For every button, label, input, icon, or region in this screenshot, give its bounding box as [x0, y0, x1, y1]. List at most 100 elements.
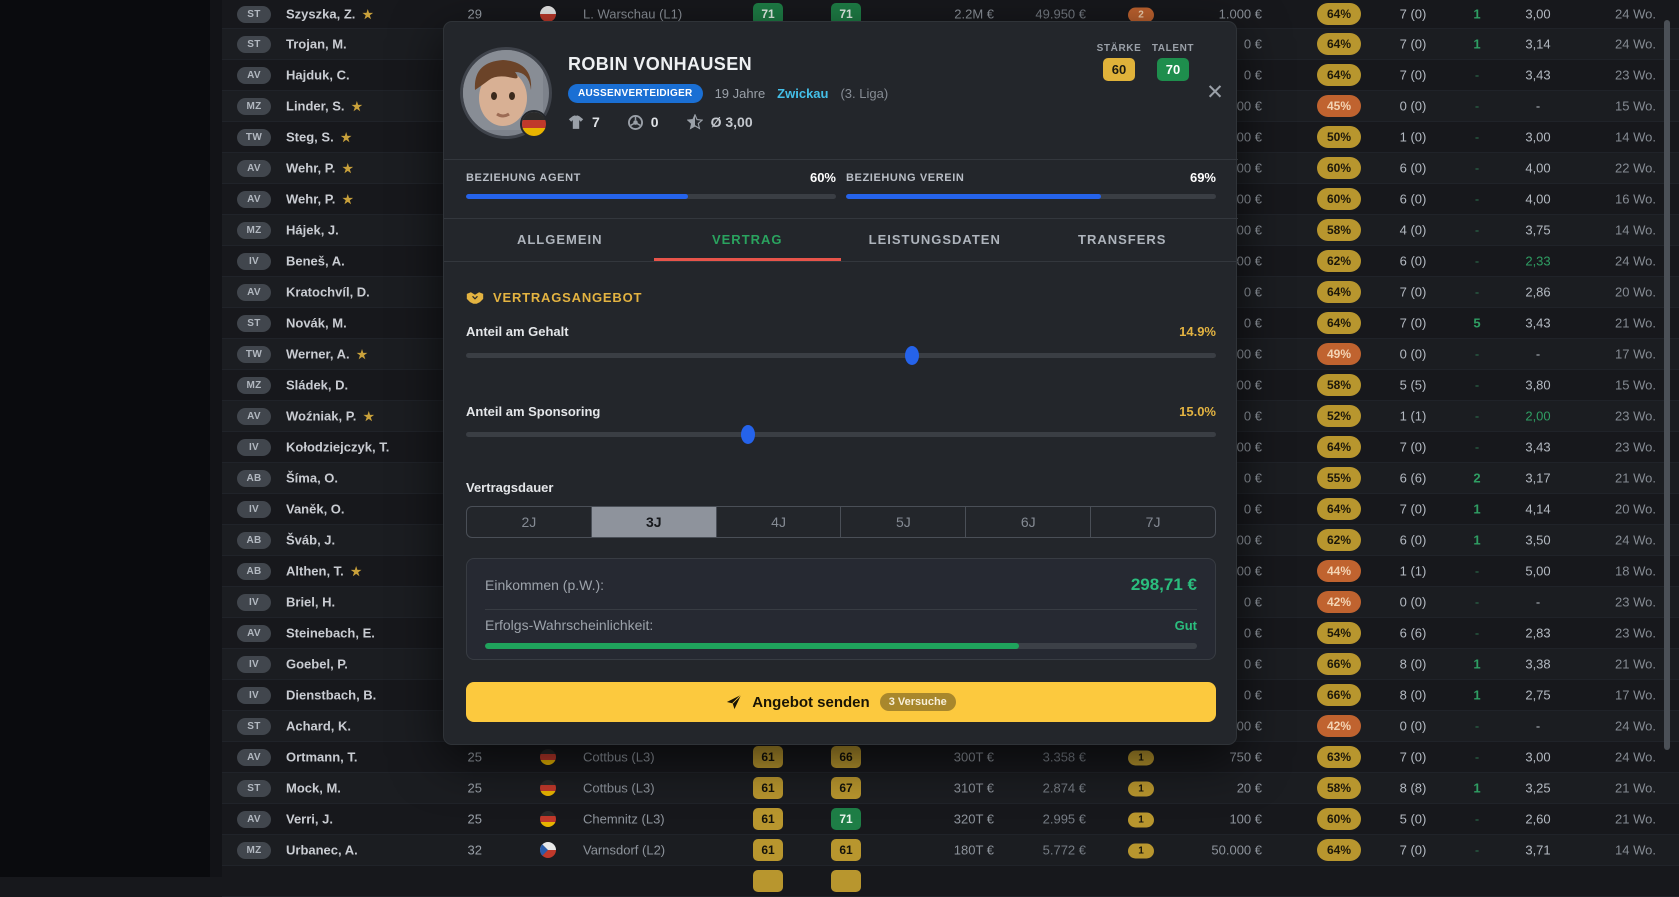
player-name-cell[interactable]: Šváb, J. [286, 532, 336, 548]
table-scrollbar-thumb[interactable] [1664, 20, 1670, 750]
duration-option-7J[interactable]: 7J [1090, 507, 1215, 537]
player-name-cell[interactable]: Mock, M. [286, 780, 341, 796]
player-name-cell[interactable]: Szyszka, Z. ★ [286, 6, 374, 22]
table-row-partial[interactable] [222, 866, 1679, 897]
player-name-cell[interactable]: Werner, A. ★ [286, 346, 368, 362]
position-cell: IV [237, 593, 273, 611]
player-name-cell[interactable]: Achard, K. [286, 718, 352, 734]
position-badge: MZ [237, 98, 271, 115]
player-name-cell[interactable]: Goebel, P. [286, 656, 348, 672]
favorite-star-icon: ★ [350, 564, 362, 579]
player-name-cell[interactable]: Novák, M. [286, 315, 347, 331]
tab-transfers[interactable]: TRANSFERS [1078, 232, 1167, 247]
player-name-cell[interactable]: Wehr, P. ★ [286, 191, 354, 207]
weeks-cell: 17 Wo. [1615, 346, 1656, 362]
tab-allgemein[interactable]: ALLGEMEIN [516, 232, 603, 247]
duration-option-4J[interactable]: 4J [715, 507, 841, 537]
duration-option-2J[interactable]: 2J [521, 514, 537, 530]
position-cell: AV [237, 810, 273, 828]
player-name-cell[interactable]: Steg, S. ★ [286, 129, 352, 145]
percent-cell: 64% [1316, 312, 1362, 334]
percent-badge: 64% [1317, 33, 1361, 55]
appearances-cell: 7 (0) [1399, 6, 1427, 22]
percent-badge: 58% [1317, 777, 1361, 799]
percent-badge: 63% [1317, 746, 1361, 768]
club-cell: Cottbus (L3) [583, 780, 655, 796]
table-row[interactable]: ST Mock, M. 25 Cottbus (L3) 61 67 310T € 2.874 … [222, 773, 1679, 804]
table-row[interactable]: AV Ortmann, T. 25 Cottbus (L3) 61 66 300T € 3.3… [222, 742, 1679, 773]
player-name-cell[interactable]: Urbanec, A. [286, 842, 358, 858]
relation-club-bar-fill [846, 194, 1102, 199]
avg-rating-cell: 3,43 [1525, 439, 1551, 455]
club-cell: Varnsdorf (L2) [583, 842, 666, 858]
position-badge: MZ [237, 377, 271, 394]
position-badge: AV [237, 284, 271, 301]
position-badge: AB [237, 532, 271, 549]
weeks-cell: 23 Wo. [1615, 408, 1656, 424]
favorite-star-icon: ★ [340, 130, 352, 145]
rating2-badge: 66 [831, 746, 861, 768]
percent-badge: 58% [1317, 219, 1361, 241]
salary-slider-handle[interactable] [904, 346, 919, 365]
nationality-flag-de [540, 749, 556, 765]
avg-rating-cell: 4,14 [1525, 501, 1551, 517]
amount-cell: 0 € [1243, 315, 1262, 331]
table-row[interactable]: MZ Urbanec, A. 32 Varnsdorf (L2) 61 61 180T € 5… [222, 835, 1679, 866]
percent-badge: 64% [1317, 436, 1361, 458]
player-name-cell[interactable]: Vaněk, O. [286, 501, 345, 517]
green-number-cell: - [1474, 98, 1480, 114]
position-badge: AV [237, 408, 271, 425]
salary-share-slider[interactable] [466, 346, 1216, 365]
player-name-cell[interactable]: Sládek, D. [286, 377, 349, 393]
player-name-cell[interactable]: Linder, S. ★ [286, 98, 363, 114]
position-badge: AV [237, 749, 271, 766]
player-name-cell[interactable]: Dienstbach, B. [286, 687, 377, 703]
percent-badge: 66% [1317, 653, 1361, 675]
tab-vertrag[interactable]: VERTRAG [653, 218, 842, 261]
player-name-cell[interactable]: Beneš, A. [286, 253, 345, 269]
player-name-cell[interactable]: Verri, J. [286, 811, 333, 827]
player-name-cell[interactable]: Kratochvíl, D. [286, 284, 370, 300]
player-name-cell[interactable]: Wehr, P. ★ [286, 160, 354, 176]
tab-leistungsdaten[interactable]: LEISTUNGSDATEN [868, 232, 1001, 247]
player-name-cell[interactable]: Steinebach, E. [286, 625, 375, 641]
percent-cell: 64% [1316, 839, 1362, 861]
contract-badge: 1 [1128, 843, 1154, 859]
avg-rating-cell: 2,75 [1525, 687, 1551, 703]
sponsoring-share-slider[interactable] [466, 425, 1216, 444]
contract-cell: 1 [1127, 749, 1155, 766]
appearances-cell: 8 (8) [1399, 780, 1427, 796]
percent-cell: 52% [1316, 405, 1362, 427]
appearances-cell: 6 (6) [1399, 470, 1427, 486]
player-name-cell[interactable]: Briel, H. [286, 594, 336, 610]
club-cell: L. Warschau (L1) [583, 6, 683, 22]
green-number-cell: - [1474, 625, 1480, 641]
player-name-cell[interactable]: Althen, T. ★ [286, 563, 362, 579]
weeks-cell: 21 Wo. [1615, 315, 1656, 331]
sponsoring-slider-handle[interactable] [740, 425, 755, 444]
position-cell: AB [237, 469, 273, 487]
player-name: ROBIN VONHAUSEN [568, 54, 753, 74]
player-name-cell[interactable]: Hajduk, C. [286, 67, 350, 83]
duration-option-3J[interactable]: 3J [590, 507, 716, 537]
duration-label: Vertragsdauer [466, 480, 554, 495]
table-row[interactable]: AV Verri, J. 25 Chemnitz (L3) 61 71 320T € 2.99… [222, 804, 1679, 835]
rating2-cell: 71 [830, 808, 862, 830]
player-name-cell[interactable]: Šíma, O. [286, 470, 339, 486]
player-name-cell[interactable]: Trojan, M. [286, 36, 347, 52]
amount-cell: 0 € [1243, 67, 1262, 83]
player-club-link[interactable]: Zwickau [777, 86, 829, 101]
player-name-cell[interactable]: Woźniak, P. ★ [286, 408, 375, 424]
percent-badge: 60% [1317, 188, 1361, 210]
duration-option-6J[interactable]: 6J [965, 507, 1090, 537]
player-name-cell[interactable]: Ortmann, T. [286, 749, 358, 765]
amount-cell: 0 € [1243, 284, 1262, 300]
green-number-cell: - [1474, 253, 1480, 269]
rating1-cell: 61 [752, 808, 784, 830]
duration-option-5J[interactable]: 5J [840, 507, 965, 537]
player-name-cell[interactable]: Kołodziejczyk, T. [286, 439, 390, 455]
player-name-cell[interactable]: Hájek, J. [286, 222, 339, 238]
send-offer-button[interactable]: Angebot senden 3 Versuche [466, 682, 1216, 722]
close-icon[interactable]: ✕ [1206, 81, 1224, 104]
amount-cell: 000 € [1229, 718, 1262, 734]
